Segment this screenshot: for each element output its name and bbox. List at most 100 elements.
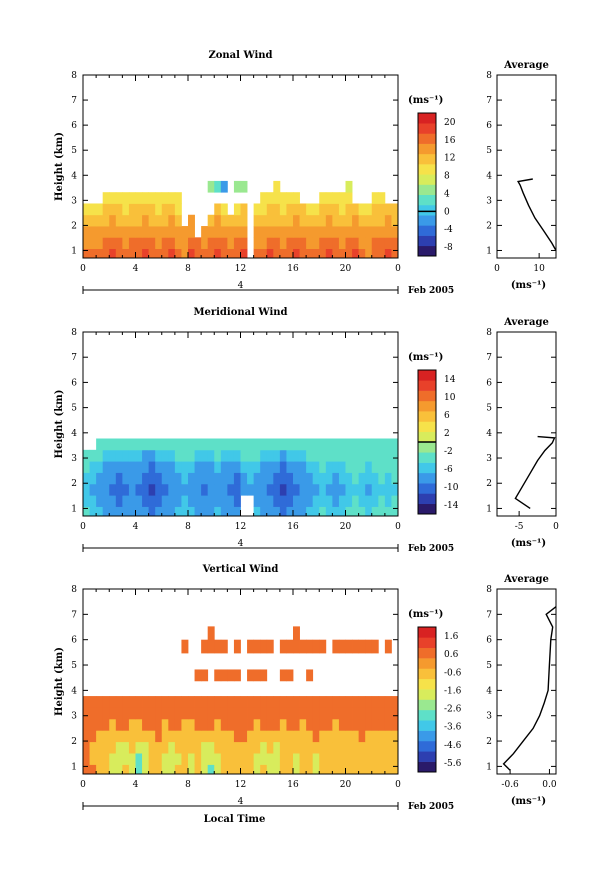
heatmap-cell <box>181 753 189 765</box>
heatmap-cell <box>220 730 228 743</box>
colorbar-segment <box>418 627 436 638</box>
heatmap-cell <box>155 718 163 731</box>
heatmap-cell <box>286 753 294 765</box>
heatmap-cell <box>168 214 176 227</box>
heatmap-cell <box>83 730 90 743</box>
heatmap-cell <box>286 237 294 249</box>
heatmap-cell <box>378 696 386 708</box>
panel-title: Zonal Wind <box>208 50 272 61</box>
heatmap-cell <box>338 741 346 754</box>
heatmap-cell <box>181 226 189 238</box>
panel-title: Vertical Wind <box>202 564 279 575</box>
heatmap-cell <box>253 718 261 731</box>
heatmap-cell <box>306 506 314 517</box>
x-tick-label: 20 <box>340 522 352 532</box>
heatmap-cell <box>240 730 248 743</box>
heatmap-cell <box>378 753 386 765</box>
heatmap-cell <box>253 248 261 259</box>
heatmap-cell <box>122 506 130 517</box>
heatmap-cell <box>135 192 143 204</box>
heatmap-cell <box>247 669 255 682</box>
heatmap-cell <box>142 707 150 720</box>
heatmap-cell <box>332 214 340 227</box>
heatmap-cell <box>188 707 195 720</box>
heatmap-cell <box>161 237 169 249</box>
heatmap-cell <box>83 226 90 238</box>
heatmap-cell <box>155 461 163 473</box>
heatmap-cell <box>358 438 366 451</box>
heatmap-cell <box>273 764 281 775</box>
profile-y-tick-label: 2 <box>486 737 492 747</box>
heatmap-cell <box>358 741 366 754</box>
heatmap-cell <box>325 461 333 473</box>
colorbar-segment <box>418 472 436 484</box>
heatmap-cell <box>286 669 294 682</box>
heatmap-cell <box>273 753 281 765</box>
heatmap-cell <box>319 438 327 451</box>
heatmap-cell <box>135 483 143 496</box>
heatmap-cell <box>83 449 90 462</box>
heatmap-cell <box>161 449 169 462</box>
y-tick-label: 6 <box>71 636 77 646</box>
x-tick-label: 0 <box>80 780 86 790</box>
heatmap-cell <box>240 237 248 249</box>
heatmap-cell <box>384 741 392 754</box>
colorbar-tick-label: -6 <box>444 465 453 475</box>
heatmap-cell <box>319 472 327 485</box>
heatmap-cell <box>194 248 202 259</box>
heatmap-cell <box>325 203 333 216</box>
heatmap-cell <box>384 461 392 473</box>
heatmap-cell <box>319 483 327 496</box>
colorbar-tick-label: 6 <box>444 411 450 421</box>
heatmap-cell <box>128 483 136 496</box>
heatmap-cell <box>89 449 97 462</box>
heatmap-cell <box>260 495 268 507</box>
heatmap-cell <box>345 707 353 720</box>
heatmap-cell <box>128 214 136 227</box>
heatmap-cell <box>233 237 241 249</box>
heatmap-cell <box>391 438 399 451</box>
heatmap-cell <box>214 741 222 754</box>
heatmap-cell <box>194 741 202 754</box>
heatmap-cell <box>181 472 189 485</box>
heatmap-cell <box>391 707 399 720</box>
heatmap-cell <box>332 483 340 496</box>
colorbar-segment <box>418 225 436 236</box>
heatmap-cell <box>352 483 360 496</box>
heatmap-cell <box>319 226 327 238</box>
heatmap-cell <box>371 203 379 216</box>
colorbar-segment <box>418 204 436 216</box>
heatmap-cell <box>148 248 156 259</box>
heatmap-cell <box>306 764 314 775</box>
heatmap-cell <box>384 248 392 259</box>
heatmap-cell <box>345 506 353 517</box>
heatmap-cell <box>345 248 353 259</box>
heatmap-cell <box>253 741 261 754</box>
heatmap-cell <box>306 438 314 451</box>
heatmap-cell <box>128 753 136 765</box>
profile-y-tick-label: 3 <box>486 196 492 206</box>
heatmap-cell <box>332 461 340 473</box>
heatmap-cell <box>247 730 255 743</box>
heatmap-cell <box>279 226 287 238</box>
heatmap-cell <box>135 248 143 259</box>
heatmap-cell <box>155 203 163 216</box>
heatmap-cell <box>384 483 392 496</box>
heatmap-cell <box>345 226 353 238</box>
heatmap-cell <box>299 449 307 462</box>
heatmap-cell <box>391 226 399 238</box>
heatmap-cell <box>352 203 360 216</box>
heatmap-cell <box>174 506 182 517</box>
y-tick-label: 6 <box>71 378 77 388</box>
heatmap-cell <box>233 483 241 496</box>
heatmap-cell <box>260 730 268 743</box>
heatmap-cell <box>266 226 274 238</box>
heatmap-cell <box>378 438 386 451</box>
heatmap-cell <box>306 639 314 654</box>
heatmap-cell <box>122 472 130 485</box>
heatmap-cell <box>142 730 150 743</box>
heatmap-cell <box>188 472 195 485</box>
heatmap-cell <box>201 449 209 462</box>
colorbar-segment <box>418 483 436 494</box>
heatmap-cell <box>102 214 110 227</box>
